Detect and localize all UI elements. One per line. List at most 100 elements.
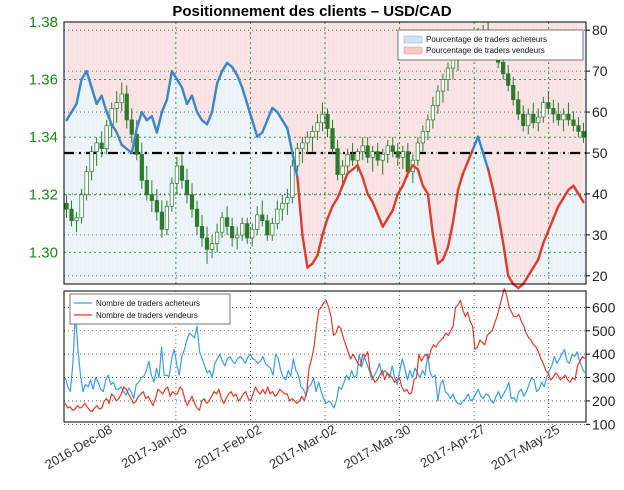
candle-body — [80, 195, 84, 218]
chart-title: Positionnement des clients – USD/CAD — [172, 3, 451, 20]
pct-tick-label: 80 — [592, 22, 608, 38]
candle-body — [426, 120, 430, 132]
date-tick-label: 2017-Jan-05 — [119, 422, 190, 471]
candle-body — [75, 218, 79, 221]
candle-body — [451, 59, 455, 68]
candle-body — [266, 221, 270, 235]
candle-body — [547, 103, 551, 109]
count-tick-label: 400 — [592, 346, 616, 362]
candle-body — [281, 203, 285, 209]
candle-body — [120, 94, 124, 103]
pct-tick-label: 50 — [592, 145, 608, 161]
percentage-axis: 80706050403020 — [586, 22, 608, 284]
top-legend: Pourcentage de traders acheteurs Pourcen… — [398, 30, 583, 60]
candle-body — [436, 91, 440, 105]
candle-body — [572, 120, 576, 126]
candle-body — [356, 152, 360, 161]
candle-body — [230, 226, 234, 238]
candle-body — [396, 152, 400, 158]
candle-body — [537, 117, 541, 123]
candle-body — [416, 143, 420, 160]
candle-body — [165, 206, 169, 229]
candle-body — [205, 238, 209, 250]
candle-body — [301, 143, 305, 149]
count-tick-label: 100 — [592, 416, 616, 432]
date-tick-label: 2016-Dec-08 — [42, 422, 115, 473]
price-tick-label: 1.34 — [29, 129, 58, 146]
candle-body — [225, 218, 229, 227]
legend-label-short-pct: Pourcentage de traders vendeurs — [426, 46, 545, 55]
legend-label-buyers-count: Nombre de traders acheteurs — [96, 299, 200, 308]
pct-tick-label: 20 — [592, 268, 608, 284]
date-tick-label: 2017-Mar-02 — [267, 422, 339, 472]
candle-body — [286, 198, 290, 204]
candle-body — [366, 146, 370, 158]
pct-tick-label: 70 — [592, 63, 608, 79]
candle-body — [501, 62, 505, 74]
candle-body — [552, 108, 556, 114]
candle-body — [506, 74, 510, 86]
candle-body — [130, 120, 134, 134]
candle-body — [291, 166, 295, 198]
candle-body — [125, 94, 129, 120]
candle-body — [276, 209, 280, 223]
candle-body — [582, 131, 586, 137]
candle-body — [511, 85, 515, 99]
candle-body — [321, 114, 325, 123]
price-tick-label: 1.36 — [29, 72, 58, 89]
candle-body — [386, 146, 390, 155]
legend-label-sellers-count: Nombre de traders vendeurs — [96, 311, 198, 320]
candle-body — [381, 154, 385, 160]
date-tick-label: 2017-Apr-27 — [418, 422, 488, 471]
candle-body — [361, 146, 365, 152]
candle-body — [316, 123, 320, 132]
count-tick-label: 300 — [592, 370, 616, 386]
candle-body — [371, 152, 375, 158]
candle-body — [255, 215, 259, 229]
candle-body — [200, 226, 204, 238]
candle-body — [376, 152, 380, 161]
candle-body — [145, 180, 149, 194]
candle-body — [90, 152, 94, 172]
candle-body — [527, 114, 531, 126]
candle-body — [155, 201, 159, 213]
candle-body — [235, 235, 239, 238]
candle-body — [446, 68, 450, 80]
candle-body — [346, 154, 350, 166]
candle-body — [431, 105, 435, 119]
candle-body — [70, 209, 74, 221]
candle-body — [175, 166, 179, 183]
candle-body — [240, 224, 244, 236]
chart-svg: Positionnement des clients – USD/CAD 1.3… — [0, 0, 624, 485]
legend-swatch-short-pct — [404, 47, 422, 54]
candle-body — [306, 137, 310, 143]
candle-body — [220, 218, 224, 232]
candle-body — [140, 154, 144, 180]
price-tick-label: 1.30 — [29, 244, 58, 261]
candle-body — [250, 229, 254, 238]
candle-body — [557, 114, 561, 120]
candle-body — [421, 131, 425, 143]
candle-body — [562, 114, 566, 120]
candle-body — [391, 146, 395, 152]
count-tick-label: 500 — [592, 323, 616, 339]
candle-body — [296, 149, 300, 166]
candle-body — [401, 152, 405, 158]
count-axis: 600500400300200100 — [586, 299, 616, 432]
candle-body — [532, 114, 536, 123]
candle-body — [105, 126, 109, 149]
price-tick-label: 1.38 — [29, 14, 58, 31]
candle-body — [210, 244, 214, 250]
candle-body — [245, 224, 249, 238]
candle-body — [331, 129, 335, 149]
candle-body — [406, 152, 410, 172]
date-tick-label: 2017-Feb-02 — [192, 422, 264, 472]
candle-body — [65, 203, 69, 209]
candle-body — [185, 180, 189, 194]
candle-body — [190, 195, 194, 209]
candle-body — [577, 126, 581, 132]
legend-swatch-long-pct — [404, 36, 422, 43]
date-tick-label: 2017-May-25 — [488, 422, 562, 473]
candle-body — [215, 232, 219, 244]
candle-body — [542, 103, 546, 117]
